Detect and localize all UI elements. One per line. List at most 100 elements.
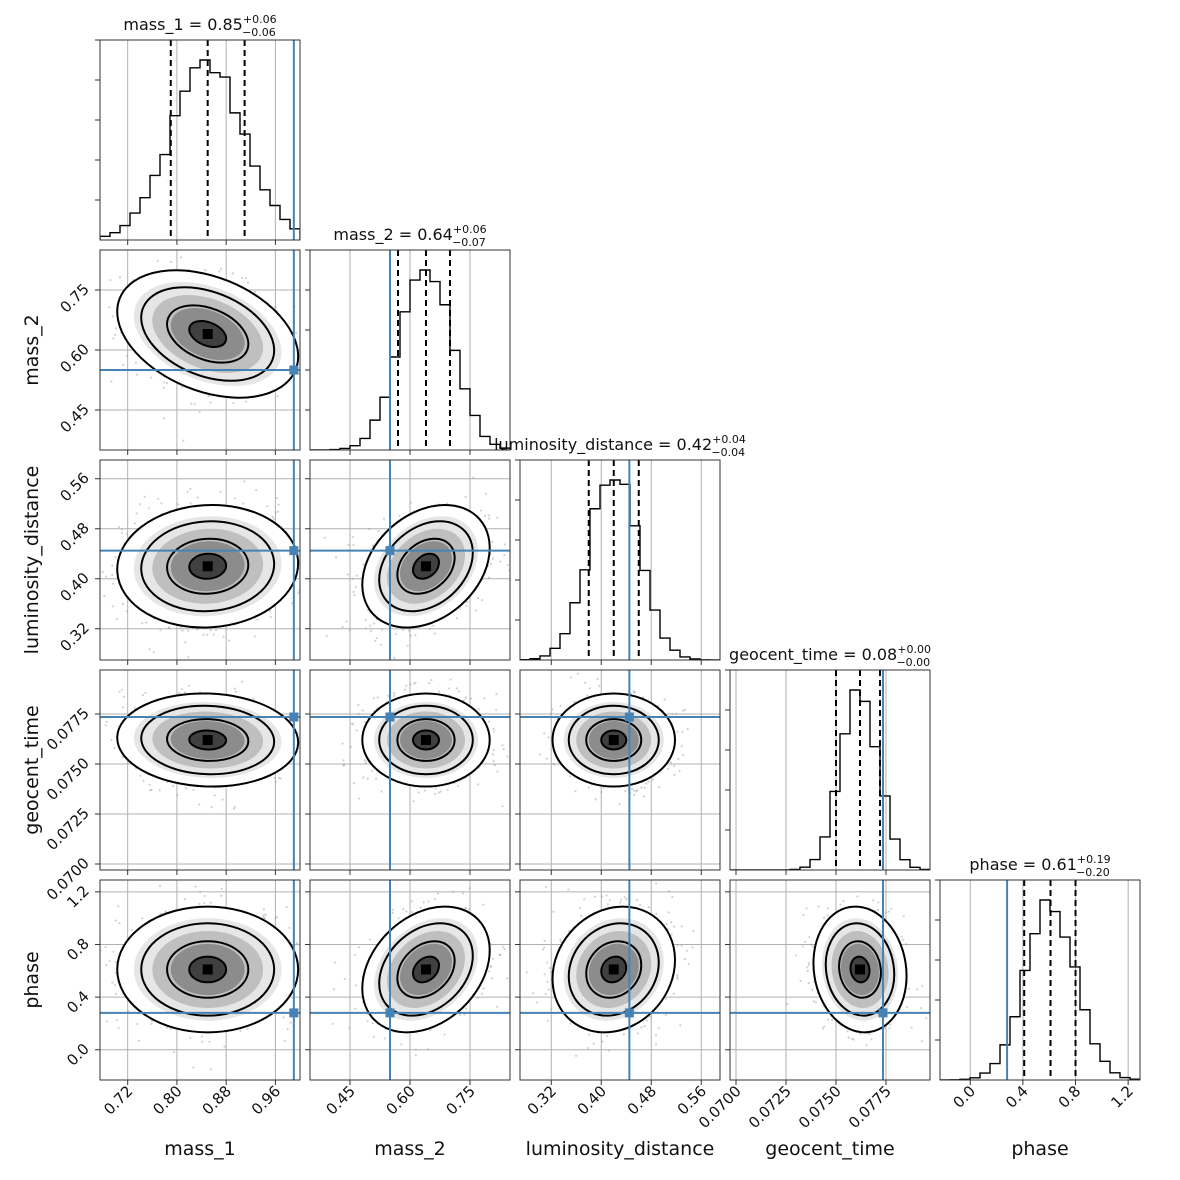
sample-point [168, 627, 171, 630]
sample-point [169, 260, 173, 264]
contour-line [361, 504, 491, 629]
sample-point [302, 367, 304, 369]
sample-point [307, 551, 309, 553]
sample-point [455, 617, 458, 620]
sample-point [79, 558, 81, 560]
sample-point [382, 517, 386, 520]
sample-point [187, 629, 190, 632]
contour-line [378, 520, 474, 613]
sample-point [196, 496, 199, 499]
histogram-mass_1 [100, 59, 300, 240]
sample-point [277, 510, 280, 513]
sample-point [325, 635, 328, 638]
contour-line [166, 718, 250, 762]
panel-frame [99, 459, 301, 661]
sample-point [266, 505, 269, 508]
sample-point [271, 516, 274, 519]
sample-point [470, 697, 473, 700]
sample-point [134, 361, 137, 364]
sample-point [322, 582, 324, 584]
sample-point [253, 290, 257, 294]
sample-point [552, 762, 555, 766]
sample-point [213, 794, 216, 797]
sample-point [246, 1027, 249, 1030]
contour-line [166, 304, 250, 364]
sample-point [179, 256, 182, 259]
sample-point [239, 1029, 242, 1032]
sample-point [352, 590, 355, 593]
scatter-panel-luminosity_distance-vs-geocent_time [515, 669, 721, 875]
sample-point [118, 276, 122, 279]
sample-point [256, 618, 259, 621]
sample-point [669, 761, 673, 764]
sample-point [503, 553, 506, 557]
sample-point [112, 582, 115, 585]
sample-point [95, 586, 97, 588]
sample-point [182, 439, 185, 442]
sample-point [487, 576, 491, 579]
sample-point [117, 905, 120, 908]
sample-point [231, 272, 235, 275]
sample-point [462, 699, 466, 702]
sample-point [549, 712, 552, 715]
sample-point [221, 798, 224, 801]
sample-point [658, 786, 661, 789]
sample-point [183, 898, 186, 901]
sample-point [342, 764, 345, 767]
sample-point [371, 769, 374, 772]
sample-point [633, 793, 636, 796]
sample-point [201, 1040, 204, 1043]
sample-point [145, 621, 148, 624]
sample-point [364, 618, 367, 622]
sample-point [233, 687, 236, 690]
sample-point [465, 604, 468, 608]
sample-point [496, 770, 499, 773]
sample-point [479, 509, 483, 512]
sample-point [303, 797, 305, 799]
sample-point [633, 691, 636, 694]
sample-point [112, 950, 115, 953]
sample-point [369, 624, 372, 627]
sample-point [139, 774, 142, 777]
sample-point [240, 276, 244, 279]
sample-point [457, 784, 460, 787]
sample-point [501, 744, 504, 747]
sample-point [514, 726, 516, 728]
sample-point [282, 1016, 285, 1019]
contour-line [600, 729, 628, 751]
sample-point [94, 330, 96, 332]
sample-point [219, 267, 223, 270]
sample-point [364, 627, 368, 630]
sample-point [491, 540, 494, 543]
sample-point [357, 712, 360, 715]
sample-point [677, 757, 680, 761]
sample-point [499, 560, 502, 563]
sample-point [306, 571, 308, 573]
sample-point [439, 790, 442, 793]
sample-point [437, 791, 440, 794]
histogram-luminosity_distance [520, 479, 720, 660]
sample-point [263, 917, 266, 920]
panel-frame [99, 39, 301, 241]
sample-point [198, 902, 201, 906]
sample-point [189, 502, 192, 505]
contour-line [140, 286, 276, 382]
sample-point [273, 776, 276, 779]
hist-panel-mass_1: mass_1 = 0.85+0.06 −0.06 [95, 13, 301, 245]
sample-point [186, 490, 189, 493]
sample-point [209, 401, 212, 404]
sample-point [569, 676, 573, 679]
sample-point [302, 428, 304, 430]
sample-point [492, 748, 495, 752]
sample-point [198, 410, 201, 414]
sample-point [137, 1039, 141, 1042]
sample-point [414, 634, 417, 637]
sample-point [432, 624, 435, 627]
sample-point [173, 1050, 176, 1053]
sample-point [163, 381, 166, 384]
sample-point [162, 417, 166, 420]
sample-point [362, 563, 365, 566]
sample-point [423, 789, 426, 792]
sample-point [477, 783, 480, 786]
sample-point [495, 709, 498, 712]
